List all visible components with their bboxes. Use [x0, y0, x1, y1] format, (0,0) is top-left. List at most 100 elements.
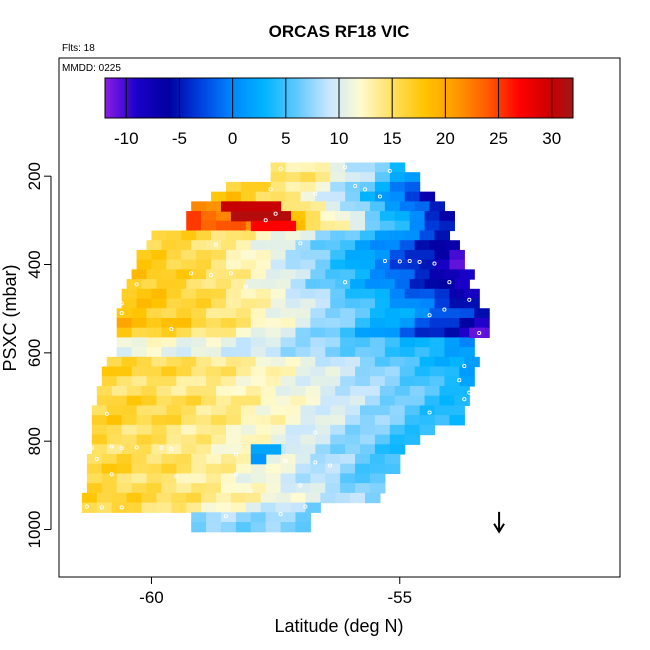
- heatmap-cell: [265, 483, 282, 494]
- heatmap-cell: [156, 279, 172, 290]
- heatmap-cell: [434, 415, 451, 426]
- heatmap-cell: [379, 211, 396, 222]
- heatmap-cell: [424, 211, 441, 222]
- heatmap-cell: [96, 502, 113, 513]
- heatmap-cell: [220, 327, 237, 338]
- heatmap-cell: [424, 220, 441, 232]
- heatmap-cell: [300, 162, 316, 173]
- observation-marker: [208, 273, 214, 278]
- heatmap-cell: [429, 269, 446, 280]
- heatmap-cell: [270, 415, 287, 426]
- heatmap-cell: [280, 269, 297, 280]
- observation-marker: [278, 512, 283, 517]
- heatmap-cell: [280, 483, 297, 494]
- colorbar-tick-label: -10: [114, 129, 139, 148]
- heatmap-hotspot-cell: [469, 327, 485, 338]
- heatmap-cell: [181, 356, 197, 368]
- heatmap-cell: [414, 317, 431, 329]
- heatmap-cell: [300, 444, 316, 455]
- heatmap-cell: [230, 492, 247, 504]
- heatmap-cell: [141, 395, 158, 407]
- colorbar-tick-label: 10: [330, 129, 349, 148]
- heatmap-cell: [295, 317, 311, 329]
- heatmap-cell: [350, 279, 366, 290]
- heatmap-cell: [295, 483, 311, 494]
- heatmap-cell: [91, 444, 108, 455]
- heatmap-cell: [409, 279, 426, 290]
- heatmap-cell: [250, 240, 267, 251]
- heatmap-cell: [389, 405, 406, 416]
- heatmap-cell: [379, 385, 396, 397]
- heatmap-cell: [235, 473, 252, 484]
- heatmap-cell: [131, 317, 148, 329]
- colorbar-tick-label: 0: [228, 129, 237, 148]
- heatmap-cell: [211, 249, 227, 261]
- heatmap-cell: [345, 415, 361, 426]
- heatmap-cell: [325, 308, 341, 319]
- observation-marker: [427, 410, 432, 415]
- x-tick-label: -60: [139, 588, 164, 607]
- heatmap-cell: [151, 415, 167, 426]
- heatmap-cell: [201, 211, 217, 222]
- heatmap-cell: [389, 259, 406, 270]
- heatmap-cell: [360, 172, 376, 183]
- heatmap-cell: [191, 454, 207, 465]
- heatmap-cell: [265, 317, 282, 329]
- heatmap-cell: [330, 444, 346, 455]
- heatmap-cell: [196, 424, 212, 436]
- heatmap-cell: [404, 191, 421, 202]
- heatmap-cell: [240, 405, 257, 416]
- heatmap-cell: [176, 347, 192, 358]
- heatmap-cell: [116, 317, 133, 329]
- y-tick-label: 800: [25, 427, 44, 455]
- heatmap-cell: [250, 483, 267, 494]
- observation-marker: [457, 378, 462, 383]
- heatmap-cell: [330, 415, 346, 426]
- heatmap-cell: [156, 395, 172, 407]
- heatmap-cell: [191, 463, 207, 475]
- heatmap-cell: [181, 230, 197, 241]
- heatmap-cell: [240, 259, 257, 270]
- heatmap-cell: [176, 366, 192, 377]
- heatmap-cell: [360, 288, 376, 300]
- flights-label: Flts: 18: [62, 43, 95, 54]
- heatmap-cell: [191, 473, 207, 484]
- heatmap-hotspot-cell: [265, 201, 282, 212]
- heatmap-cell: [384, 308, 401, 319]
- heatmap-cell: [449, 259, 465, 270]
- heatmap-cell: [330, 405, 346, 416]
- heatmap-cell: [280, 347, 297, 358]
- heatmap-cell: [345, 424, 361, 436]
- heatmap-cell: [409, 211, 426, 222]
- heatmap-cell: [459, 269, 475, 280]
- heatmap-cell: [315, 356, 331, 368]
- heatmap-cell: [325, 483, 341, 494]
- heatmap-cell: [220, 240, 237, 251]
- heatmap-cell: [91, 434, 108, 445]
- observation-marker: [89, 445, 94, 450]
- arrow-head: [493, 523, 505, 534]
- observation-marker: [104, 411, 109, 416]
- heatmap-cell: [181, 424, 197, 436]
- heatmap-cell: [270, 191, 287, 202]
- heatmap-cell: [345, 405, 361, 416]
- heatmap-cell: [86, 483, 103, 494]
- heatmap-cell: [300, 298, 316, 309]
- heatmap-cell: [181, 444, 197, 455]
- heatmap-cell: [295, 366, 311, 377]
- heatmap-cell: [424, 395, 441, 407]
- heatmap-cell: [220, 454, 237, 465]
- heatmap-cell: [280, 366, 297, 377]
- heatmap-cell: [240, 249, 257, 261]
- heatmap-cell: [111, 395, 128, 407]
- observation-marker: [407, 258, 412, 264]
- heatmap-cell: [216, 395, 232, 407]
- observation-marker: [248, 488, 253, 493]
- heatmap-cell: [384, 201, 401, 212]
- heatmap-cell: [181, 298, 197, 309]
- heatmap-cell: [151, 288, 167, 300]
- heatmap-cell: [166, 249, 182, 261]
- heatmap-cell: [186, 492, 202, 504]
- heatmap-cell: [340, 308, 356, 319]
- heatmap-cell: [369, 454, 386, 465]
